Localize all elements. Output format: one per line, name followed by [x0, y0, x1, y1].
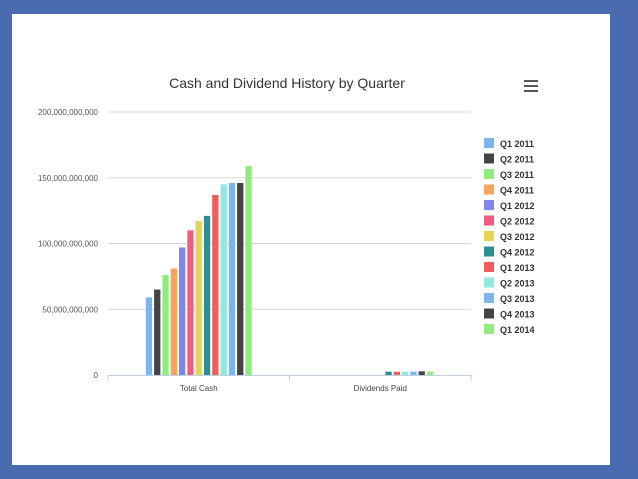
- legend-item[interactable]: Q1 2012: [484, 200, 535, 211]
- legend-swatch: [484, 184, 494, 195]
- legend-item[interactable]: Q1 2013: [484, 262, 535, 273]
- y-tick-label: 50,000,000,000: [42, 305, 98, 314]
- bar[interactable]: [237, 183, 244, 375]
- legend-item[interactable]: Q4 2013: [484, 308, 535, 320]
- bar[interactable]: [402, 371, 409, 375]
- bar[interactable]: [162, 275, 169, 375]
- bar[interactable]: [203, 215, 211, 375]
- legend-label: Q1 2012: [500, 201, 535, 211]
- y-tick-label: 200,000,000,000: [38, 108, 99, 117]
- bar[interactable]: [145, 297, 153, 375]
- legend-label: Q2 2013: [500, 279, 535, 289]
- legend-label: Q4 2012: [500, 248, 535, 258]
- legend-swatch: [484, 324, 494, 334]
- legend-label: Q4 2013: [500, 310, 535, 320]
- legend-item[interactable]: Q4 2011: [484, 184, 534, 196]
- legend-label: Q3 2011: [500, 170, 534, 180]
- y-tick-label: 100,000,000,000: [38, 240, 99, 249]
- x-axis: Total Cash Dividends Paid: [107, 375, 472, 393]
- bar[interactable]: [220, 184, 227, 375]
- legend-swatch: [484, 200, 494, 210]
- x-category-label: Total Cash: [180, 384, 218, 393]
- legend-swatch: [484, 308, 494, 319]
- bar[interactable]: [170, 268, 177, 375]
- legend-item[interactable]: Q2 2012: [484, 215, 535, 227]
- legend-item[interactable]: Q3 2012: [484, 231, 535, 242]
- x-category-label: Dividends Paid: [354, 384, 407, 393]
- legend-swatch: [484, 231, 494, 241]
- hamburger-menu-icon[interactable]: [524, 80, 538, 92]
- bar[interactable]: [179, 247, 186, 375]
- bar[interactable]: [228, 183, 236, 375]
- y-axis-ticks: 0 50,000,000,000 100,000,000,000 150,000,00…: [38, 108, 99, 380]
- bar[interactable]: [195, 221, 202, 375]
- legend-item[interactable]: Q2 2011: [484, 153, 534, 165]
- bar[interactable]: [393, 371, 400, 375]
- chart-title: Cash and Dividend History by Quarter: [169, 75, 405, 91]
- legend-label: Q3 2012: [500, 232, 535, 242]
- legend-swatch: [484, 169, 494, 179]
- legend-item[interactable]: Q1 2011: [484, 138, 534, 149]
- bar[interactable]: [212, 194, 219, 375]
- legend-item[interactable]: Q3 2013: [484, 293, 535, 304]
- legend-label: Q2 2012: [500, 217, 535, 227]
- legend-swatch: [484, 246, 494, 257]
- legend-swatch: [484, 138, 494, 148]
- legend-swatch: [484, 277, 494, 288]
- legend-swatch: [484, 262, 494, 272]
- legend-swatch: [484, 293, 494, 303]
- bar[interactable]: [245, 165, 252, 375]
- legend-item[interactable]: Q4 2012: [484, 246, 535, 258]
- legend-item[interactable]: Q2 2013: [484, 277, 535, 289]
- bar[interactable]: [426, 371, 434, 375]
- chart-svg: Cash and Dividend History by Quarter 0 50…: [38, 75, 535, 393]
- bar[interactable]: [187, 230, 194, 375]
- legend-item[interactable]: Q3 2011: [484, 169, 534, 180]
- bar[interactable]: [385, 371, 392, 375]
- chart-frame: Cash and Dividend History by Quarter 0 50…: [12, 14, 610, 465]
- legend-swatch: [484, 215, 494, 226]
- bar[interactable]: [154, 289, 161, 375]
- legend-label: Q1 2011: [500, 139, 534, 149]
- bar[interactable]: [418, 371, 425, 375]
- legend-swatch: [484, 153, 494, 164]
- y-tick-label: 0: [94, 371, 99, 380]
- legend-label: Q3 2013: [500, 294, 535, 304]
- legend-label: Q4 2011: [500, 186, 534, 196]
- legend-label: Q1 2013: [500, 263, 535, 273]
- legend-item[interactable]: Q1 2014: [484, 324, 535, 335]
- bar[interactable]: [410, 371, 417, 375]
- legend-label: Q2 2011: [500, 155, 534, 165]
- y-tick-label: 150,000,000,000: [38, 174, 99, 183]
- legend: Q1 2011 Q2 2011 Q3 2011 Q4 2011 Q1 2012 Q2 20…: [484, 138, 535, 335]
- grid-lines: [108, 111, 471, 310]
- bars: [145, 165, 434, 375]
- legend-label: Q1 2014: [500, 325, 535, 335]
